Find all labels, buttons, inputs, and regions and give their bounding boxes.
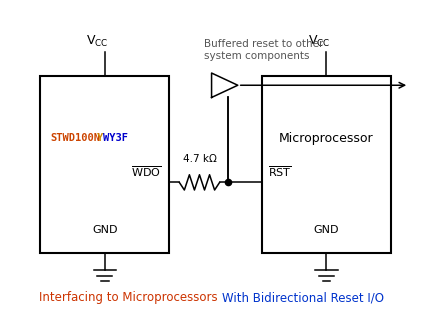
Text: Interfacing to Microprocessors: Interfacing to Microprocessors (39, 291, 222, 304)
Text: WY3F: WY3F (103, 133, 128, 143)
Bar (40, 76, 169, 253)
Bar (262, 76, 391, 253)
Text: $\overline{\mathrm{RST}}$: $\overline{\mathrm{RST}}$ (268, 165, 292, 179)
Text: Microprocessor: Microprocessor (279, 132, 374, 145)
Text: Y: Y (97, 133, 103, 143)
Text: GND: GND (92, 225, 118, 235)
Text: $\overline{\mathrm{WDO}}$: $\overline{\mathrm{WDO}}$ (131, 165, 161, 179)
Text: With Bidirectional Reset I/O: With Bidirectional Reset I/O (222, 291, 384, 304)
Text: V$_{\mathrm{CC}}$: V$_{\mathrm{CC}}$ (308, 34, 331, 49)
Text: STWD100N: STWD100N (50, 133, 100, 143)
Text: 4.7 kΩ: 4.7 kΩ (183, 154, 217, 164)
Text: Buffered reset to other
system components: Buffered reset to other system component… (204, 39, 323, 61)
Text: GND: GND (314, 225, 339, 235)
Text: V$_{\mathrm{CC}}$: V$_{\mathrm{CC}}$ (86, 34, 109, 49)
